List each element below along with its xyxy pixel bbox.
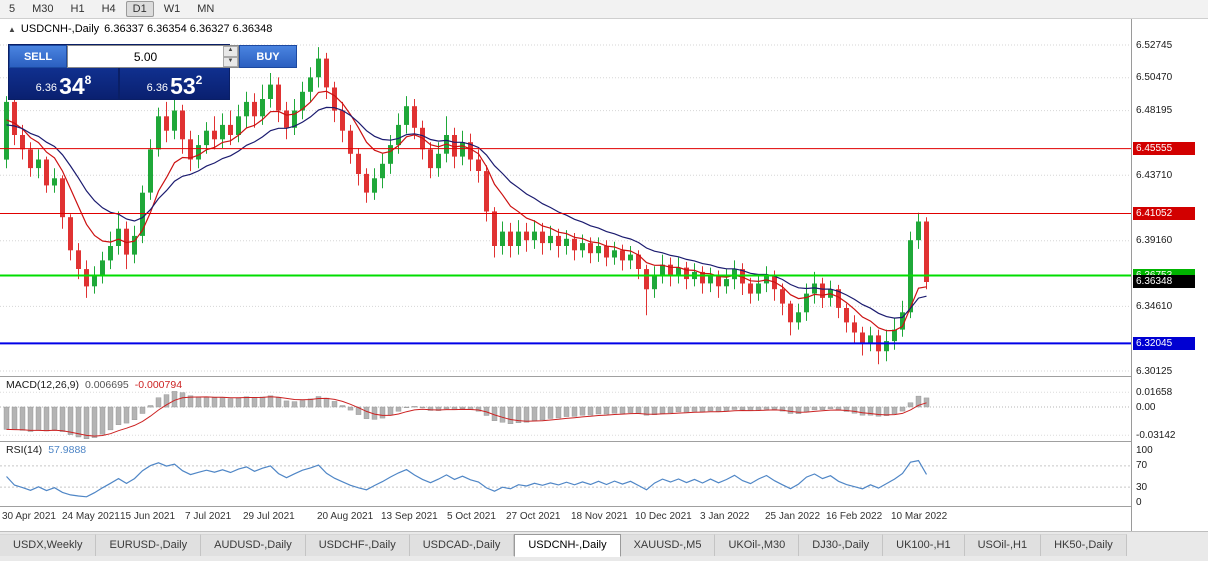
- date-axis-label: 10 Dec 2021: [635, 511, 692, 522]
- buy-price-big: 53: [170, 73, 196, 99]
- chart-tab-audusd[interactable]: AUDUSD-,Daily: [201, 534, 306, 556]
- level-price-label[interactable]: 6.41052: [1133, 207, 1195, 220]
- buy-price-pip: 2: [195, 73, 203, 87]
- buy-button[interactable]: BUY: [239, 45, 297, 68]
- date-axis-label: 24 May 2021: [62, 511, 120, 522]
- volume-input[interactable]: [68, 46, 223, 67]
- date-axis-label: 3 Jan 2022: [700, 511, 750, 522]
- price-axis: 6.52745 6.50470 6.48195 6.45555 6.43710 6.410…: [1131, 19, 1208, 531]
- rsi-panel[interactable]: [0, 441, 1131, 506]
- date-axis-label: 16 Feb 2022: [826, 511, 883, 522]
- buy-price-prefix: 6.36: [146, 82, 169, 94]
- buy-price[interactable]: 6.36 53 2: [120, 68, 229, 99]
- trade-panel-controls: SELL ▲ ▼ BUY: [9, 45, 297, 68]
- chart-tabs-bar: USDX,Weekly EURUSD-,Daily AUDUSD-,Daily USD…: [0, 531, 1208, 561]
- price-axis-label: 70: [1136, 460, 1148, 471]
- ma-fast-line: [6, 90, 927, 332]
- sell-price-prefix: 6.36: [35, 82, 58, 94]
- rsi-label: RSI(14) 57.9888: [6, 444, 86, 456]
- price-axis-label: 6.34610: [1136, 301, 1173, 312]
- rsi-line: [6, 459, 928, 498]
- chart-tab-usdcnh[interactable]: USDCNH-,Daily: [514, 534, 621, 557]
- macd-signal-value: -0.000794: [134, 379, 183, 391]
- timeframe-button-h4[interactable]: H4: [101, 3, 116, 15]
- panel-separator[interactable]: [0, 376, 1208, 377]
- date-axis-label: 18 Nov 2021: [571, 511, 628, 522]
- price-axis-label: 0.01658: [1136, 387, 1173, 398]
- level-price-label[interactable]: 6.45555: [1133, 142, 1195, 155]
- macd-main-value: 0.006695: [84, 379, 129, 391]
- sell-price-big: 34: [59, 73, 85, 99]
- date-axis-label: 27 Oct 2021: [506, 511, 561, 522]
- chart-title: ▲ USDCNH-,Daily 6.36337 6.36354 6.36327 …: [8, 23, 272, 35]
- price-axis-label: 6.52745: [1136, 40, 1173, 51]
- chart-tab-eurusd[interactable]: EURUSD-,Daily: [96, 534, 202, 556]
- rsi-name-label: RSI(14): [6, 444, 43, 456]
- horizontal-level-lines[interactable]: [0, 148, 1131, 345]
- timeframe-button-w1[interactable]: W1: [163, 3, 181, 15]
- collapse-one-click-icon[interactable]: ▲: [8, 24, 16, 34]
- price-axis-label: 0: [1136, 497, 1142, 508]
- date-axis-label: 30 Apr 2021: [2, 511, 56, 522]
- price-axis-label: 100: [1136, 445, 1153, 456]
- price-axis-label: 6.30125: [1136, 366, 1173, 377]
- volume-decrease-button[interactable]: ▼: [223, 56, 238, 67]
- price-axis-label: 6.43710: [1136, 170, 1173, 181]
- macd-histogram: [3, 391, 930, 439]
- panel-separator[interactable]: [0, 441, 1208, 442]
- date-axis-label: 15 Jun 2021: [120, 511, 176, 522]
- trade-panel-prices: 6.36 34 8 6.36 53 2: [9, 68, 229, 99]
- macd-label: MACD(12,26,9) 0.006695 -0.000794: [6, 379, 182, 391]
- current-price-label: 6.36348: [1133, 275, 1195, 288]
- chart-tab-dj30[interactable]: DJ30-,Daily: [799, 534, 884, 556]
- date-axis-label: 20 Aug 2021: [317, 511, 374, 522]
- sell-price-pip: 8: [84, 73, 92, 87]
- price-axis-label: 6.50470: [1136, 72, 1173, 83]
- date-axis-label: 7 Jul 2021: [185, 511, 232, 522]
- chart-tab-uk100[interactable]: UK100-,H1: [883, 534, 965, 556]
- date-axis-label: 25 Jan 2022: [765, 511, 821, 522]
- chart-tab-xauusd[interactable]: XAUUSD-,M5: [620, 534, 716, 556]
- timeframe-button-5[interactable]: 5: [9, 3, 16, 15]
- level-price-label[interactable]: 6.32045: [1133, 337, 1195, 350]
- chart-tab-hk50[interactable]: HK50-,Daily: [1041, 534, 1127, 556]
- rsi-value: 57.9888: [48, 444, 87, 456]
- chart-symbol-label: USDCNH-,Daily: [20, 23, 100, 35]
- time-axis: 30 Apr 2021 24 May 2021 15 Jun 2021 7 Jul 2…: [0, 506, 1131, 531]
- date-axis-label: 29 Jul 2021: [243, 511, 295, 522]
- chart-tab-usdcad[interactable]: USDCAD-,Daily: [409, 534, 515, 556]
- chart-ohlc-label: 6.36337 6.36354 6.36327 6.36348: [104, 23, 273, 35]
- macd-panel[interactable]: [0, 376, 1131, 441]
- timeframe-button-m30[interactable]: M30: [32, 3, 54, 15]
- date-axis-label: 13 Sep 2021: [381, 511, 438, 522]
- timeframe-toolbar: 5 M30 H1 H4 D1 W1 MN: [0, 0, 1208, 19]
- sell-price[interactable]: 6.36 34 8: [9, 68, 118, 99]
- sell-button[interactable]: SELL: [9, 45, 67, 68]
- chart-tab-usoil[interactable]: USOil-,H1: [964, 534, 1042, 556]
- volume-spinner: ▲ ▼: [223, 46, 238, 67]
- timeframe-button-h1[interactable]: H1: [70, 3, 85, 15]
- macd-signal-line: [6, 396, 927, 437]
- volume-increase-button[interactable]: ▲: [223, 46, 238, 57]
- price-gridlines: [0, 44, 1131, 372]
- timeframe-button-d1[interactable]: D1: [125, 1, 154, 17]
- timeframe-button-mn[interactable]: MN: [197, 3, 215, 15]
- volume-control: ▲ ▼: [67, 45, 239, 68]
- price-axis-label: 6.48195: [1136, 105, 1173, 116]
- price-axis-label: 6.39160: [1136, 235, 1173, 246]
- price-axis-label: 0.00: [1136, 402, 1156, 413]
- price-axis-label: 30: [1136, 482, 1148, 493]
- chart-tab-usdchf[interactable]: USDCHF-,Daily: [305, 534, 410, 556]
- price-axis-label: -0.03142: [1136, 430, 1176, 441]
- panel-separator: [0, 506, 1208, 507]
- chart-tab-ukoil[interactable]: UKOil-,M30: [715, 534, 800, 556]
- macd-name-label: MACD(12,26,9): [6, 379, 79, 391]
- date-axis-label: 10 Mar 2022: [891, 511, 948, 522]
- date-axis-label: 5 Oct 2021: [447, 511, 496, 522]
- one-click-trading-panel: SELL ▲ ▼ BUY 6.36 34 8 6.36 53 2: [8, 44, 297, 100]
- chart-tab-usdx[interactable]: USDX,Weekly: [0, 534, 97, 556]
